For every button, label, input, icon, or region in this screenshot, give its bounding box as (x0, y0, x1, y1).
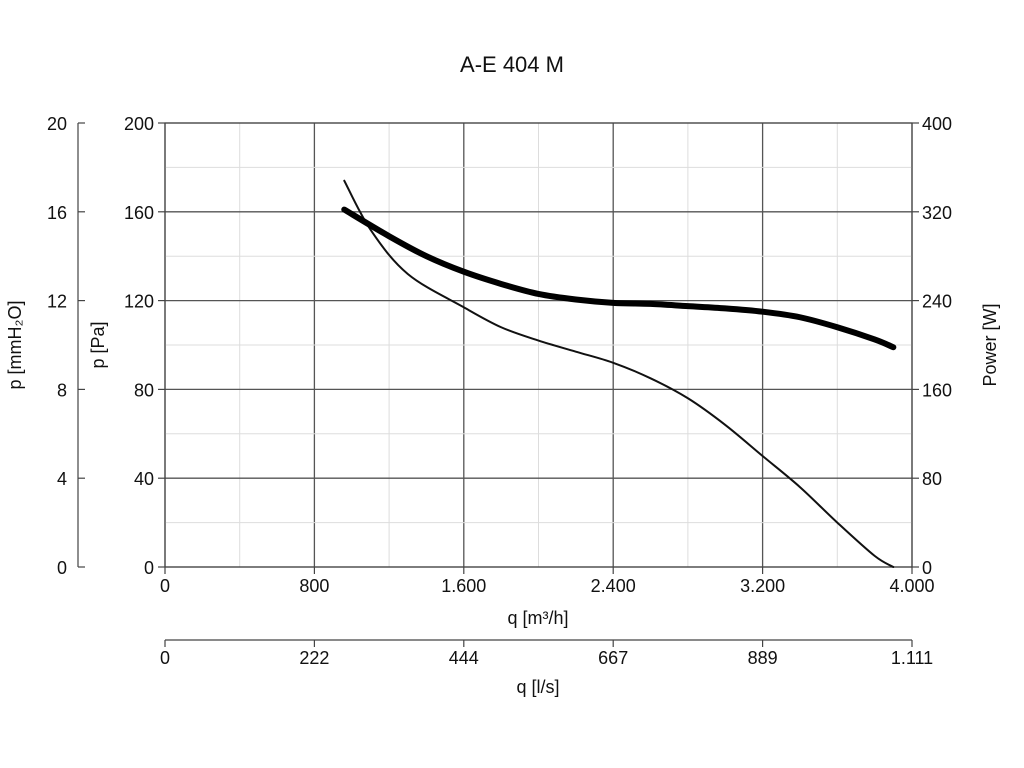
y-inner-tick-label: 120 (124, 292, 154, 312)
x-axis-label: q [m³/h] (507, 608, 568, 628)
y-right-tick-label: 160 (922, 380, 952, 400)
y-inner-axis-label: p [Pa] (88, 321, 108, 368)
x2-axis-label: q [l/s] (516, 677, 559, 697)
y-right-tick-label: 400 (922, 114, 952, 134)
x-tick-label: 2.400 (591, 576, 636, 596)
y-outer-axis-label: p [mmH₂O] (5, 301, 25, 390)
y-right-tick-label: 320 (922, 203, 952, 223)
y-right-tick-label: 0 (922, 558, 932, 578)
x2-tick-label: 1.111 (891, 648, 933, 668)
y-inner-tick-label: 0 (144, 558, 154, 578)
y-right-tick-label: 240 (922, 292, 952, 312)
y-inner-tick-label: 200 (124, 114, 154, 134)
y-right-tick-label: 80 (922, 469, 942, 489)
x-tick-label: 3.200 (740, 576, 785, 596)
y-right-ticks: 0 80 160 240 320 400 (912, 114, 952, 578)
pressure-curve-line (343, 179, 895, 568)
x2-tick-label: 222 (299, 648, 329, 668)
y-inner-ticks: 0 40 80 120 160 200 (124, 114, 165, 578)
y-outer-tick-label: 16 (47, 203, 67, 223)
x-ticks: 0 800 1.600 2.400 3.200 4.000 (160, 567, 935, 596)
x2-tick-label: 0 (160, 648, 170, 668)
x-tick-label: 0 (160, 576, 170, 596)
y-outer-tick-label: 8 (57, 380, 67, 400)
x-tick-label: 4.000 (889, 576, 934, 596)
y-outer-tick-label: 4 (57, 469, 67, 489)
x-tick-label: 800 (299, 576, 329, 596)
x2-ticks: 0 222 444 667 889 1.111 (160, 640, 933, 668)
chart-title: A-E 404 M (460, 52, 564, 77)
y-outer-ticks: 0 4 8 12 16 20 (47, 114, 85, 578)
y-outer-tick-label: 12 (47, 292, 67, 312)
series-layer (341, 179, 897, 568)
y-outer-tick-label: 0 (57, 558, 67, 578)
x-tick-label: 1.600 (441, 576, 486, 596)
y-outer-tick-label: 20 (47, 114, 67, 134)
y-inner-tick-label: 40 (134, 469, 154, 489)
plot-frame (164, 122, 913, 568)
y-right-axis-label: Power [W] (980, 303, 1000, 386)
x2-tick-label: 444 (449, 648, 479, 668)
x2-tick-label: 889 (748, 648, 778, 668)
y-inner-tick-label: 160 (124, 203, 154, 223)
x2-tick-label: 667 (598, 648, 628, 668)
y-inner-tick-label: 80 (134, 380, 154, 400)
grid (164, 122, 913, 568)
power-curve-line (341, 206, 897, 351)
